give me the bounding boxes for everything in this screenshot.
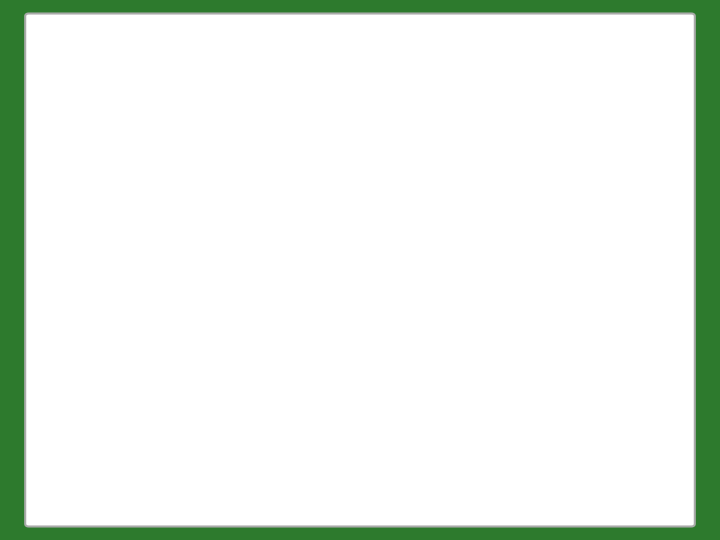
Text: Interlaced: Interlaced	[75, 412, 163, 427]
Bar	[605, 336, 638, 356]
Bar	[141, 336, 174, 356]
Bar	[307, 336, 340, 356]
Bar	[638, 336, 671, 356]
Bar	[605, 356, 638, 376]
Bar	[439, 356, 472, 376]
Bar	[75, 448, 671, 488]
Bar	[75, 464, 671, 472]
Bar	[439, 336, 472, 356]
Text: Some Important Terms: Some Important Terms	[75, 52, 539, 86]
Text: Partitioned (or separated or split): Partitioned (or separated or split)	[75, 224, 366, 239]
Bar	[572, 336, 605, 356]
Bar	[75, 456, 671, 464]
Bar	[174, 356, 207, 376]
Bar	[75, 480, 671, 488]
Bar	[572, 356, 605, 376]
Bar	[75, 143, 671, 184]
Bar	[472, 336, 505, 356]
Bar	[356, 240, 671, 280]
Bar	[207, 356, 240, 376]
Bar	[207, 336, 240, 356]
Bar	[406, 336, 439, 356]
Bar	[240, 356, 274, 376]
Bar	[373, 336, 406, 356]
Bar	[406, 356, 439, 376]
Text: Interleaved (or alternating): Interleaved (or alternating)	[75, 321, 312, 336]
Bar	[108, 336, 141, 356]
Bar	[340, 336, 373, 356]
Bar	[505, 336, 539, 356]
Bar	[141, 356, 174, 376]
Bar	[75, 448, 671, 456]
Bar	[240, 336, 274, 356]
Bar	[174, 336, 207, 356]
Bar	[108, 356, 141, 376]
Bar	[307, 356, 340, 376]
Text: Contiguous: Contiguous	[75, 128, 172, 143]
Bar	[274, 356, 307, 376]
Bar	[340, 356, 373, 376]
Bar	[505, 356, 539, 376]
Bar	[539, 336, 572, 356]
Bar	[75, 472, 671, 480]
Bar	[75, 336, 108, 356]
Bar	[539, 356, 572, 376]
Bar	[75, 240, 356, 280]
Bar	[638, 356, 671, 376]
Bar	[274, 336, 307, 356]
Bar	[75, 356, 108, 376]
Bar	[472, 356, 505, 376]
Bar	[373, 356, 406, 376]
